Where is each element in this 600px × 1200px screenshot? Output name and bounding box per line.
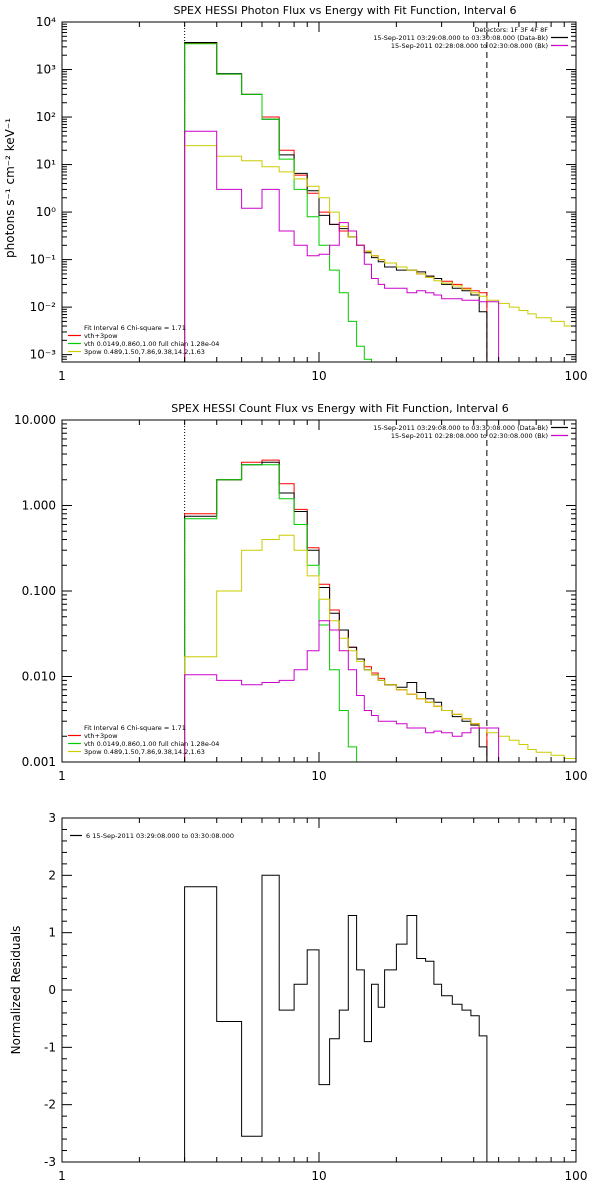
residuals-panel: Normalized Residuals 1 10 100 -3 -2 -1 0 1 2 3 6 … — [9, 811, 587, 1183]
series-line-0 — [184, 874, 488, 1162]
y-tick-label: -3 — [44, 1155, 56, 1169]
y-tick-label: 10⁻¹ — [30, 253, 57, 267]
y-tick-label: 2 — [48, 868, 56, 882]
legend-entry-text: 15-Sep-2011 02:28:08.000 to 02:30:08.000… — [391, 432, 548, 440]
legend-entry-text: 15-Sep-2011 02:28:08.000 to 02:30:08.000… — [391, 42, 548, 50]
legend-entry-text: 3pow 0.489,1.50,7.86,9.38,14.2,1.63 — [84, 348, 205, 356]
series-line-3 — [184, 534, 577, 762]
y-tick-label: 10³ — [36, 63, 56, 77]
count-flux-legend-top-right: 15-Sep-2011 03:29:08.000 to 03:30:08.000… — [373, 424, 568, 440]
photon-flux-frame — [61, 21, 577, 363]
photon-flux-panel: SPEX HESSI Photon Flux vs Energy with Fi… — [3, 4, 587, 383]
y-tick-label: 0.001 — [22, 755, 56, 769]
x-tick-label: 10 — [311, 1169, 326, 1183]
count-flux-legend-bottom-left: Fit Interval 6 Chi-square = 1.71vth+3pow… — [68, 724, 219, 756]
series-line-2 — [184, 43, 372, 362]
y-tick-label: 10⁰ — [36, 205, 56, 219]
legend-entry-text: vth 0.0149,0.860,1.00 full chian 1.28e-0… — [84, 340, 219, 348]
photon-flux-legend-bottom-left: Fit Interval 6 Chi-square = 1.71vth+3pow… — [68, 324, 219, 356]
x-tick-label: 1 — [58, 769, 66, 783]
y-tick-label: -1 — [44, 1040, 56, 1054]
x-tick-label: 100 — [565, 369, 588, 383]
y-tick-label: 3 — [48, 811, 56, 825]
residuals-legend-top-left: 6 15-Sep-2011 03:29:08.000 to 03:30:08.0… — [70, 832, 234, 840]
legend-entry-text: vth+3pow — [84, 732, 118, 740]
x-tick-label: 100 — [565, 769, 588, 783]
y-tick-label: 10⁻³ — [30, 348, 57, 362]
x-tick-label: 10 — [311, 769, 326, 783]
residuals-frame — [61, 817, 577, 1163]
photon-flux-axes: 1 10 100 10⁻³ 10⁻² 10⁻¹ 10⁰ 10¹ 10² 10³ 10⁴ — [30, 15, 588, 383]
y-tick-label: -2 — [44, 1098, 56, 1112]
legend-entry-text: 6 15-Sep-2011 03:29:08.000 to 03:30:08.0… — [86, 832, 234, 840]
legend-entry-text: vth 0.0149,0.860,1.00 full chian 1.28e-0… — [84, 740, 219, 748]
series-line-4 — [184, 130, 500, 362]
count-flux-axes: 1 10 100 0.001 0.010 0.100 1.000 10.000 — [14, 413, 587, 783]
residuals-series — [184, 874, 488, 1162]
y-tick-label: 0 — [48, 983, 56, 997]
y-tick-label: 10.000 — [14, 413, 56, 427]
photon-flux-title: SPEX HESSI Photon Flux vs Energy with Fi… — [173, 4, 516, 17]
count-flux-panel: SPEX HESSI Count Flux vs Energy with Fit… — [14, 402, 587, 783]
y-tick-label: 0.100 — [22, 584, 56, 598]
legend-entry-text: Detectors: 1F 3F 4F 8F — [474, 26, 548, 34]
count-flux-frame — [61, 419, 577, 763]
photon-flux-series — [184, 42, 577, 362]
x-tick-label: 100 — [565, 1169, 588, 1183]
y-tick-label: 10¹ — [36, 158, 56, 172]
x-tick-label: 1 — [58, 1169, 66, 1183]
legend-entry-text: 15-Sep-2011 03:29:08.000 to 03:30:08.000… — [373, 34, 548, 42]
y-tick-label: 10⁴ — [36, 15, 56, 29]
residuals-ylabel: Normalized Residuals — [9, 926, 23, 1055]
legend-entry-text: 3pow 0.489,1.50,7.86,9.38,14.2,1.63 — [84, 748, 205, 756]
y-tick-label: 1 — [48, 926, 56, 940]
x-tick-label: 1 — [58, 369, 66, 383]
residuals-axes: 1 10 100 -3 -2 -1 0 1 2 3 — [44, 811, 587, 1183]
y-tick-label: 10² — [36, 110, 56, 124]
x-tick-label: 10 — [311, 369, 326, 383]
legend-entry-text: 15-Sep-2011 03:29:08.000 to 03:30:08.000… — [373, 424, 548, 432]
series-line-4 — [184, 620, 500, 762]
y-tick-label: 0.010 — [22, 670, 56, 684]
legend-entry-text: Fit Interval 6 Chi-square = 1.71 — [84, 724, 186, 732]
photon-flux-ylabel: photons s⁻¹ cm⁻² keV⁻¹ — [3, 118, 17, 258]
y-tick-label: 1.000 — [22, 499, 56, 513]
count-flux-series — [184, 459, 577, 763]
series-line-2 — [184, 464, 365, 763]
legend-entry-text: vth+3pow — [84, 332, 118, 340]
count-flux-title: SPEX HESSI Count Flux vs Energy with Fit… — [171, 402, 508, 415]
series-line-3 — [184, 145, 577, 362]
y-tick-label: 10⁻² — [30, 300, 57, 314]
legend-entry-text: Fit Interval 6 Chi-square = 1.71 — [84, 324, 186, 332]
